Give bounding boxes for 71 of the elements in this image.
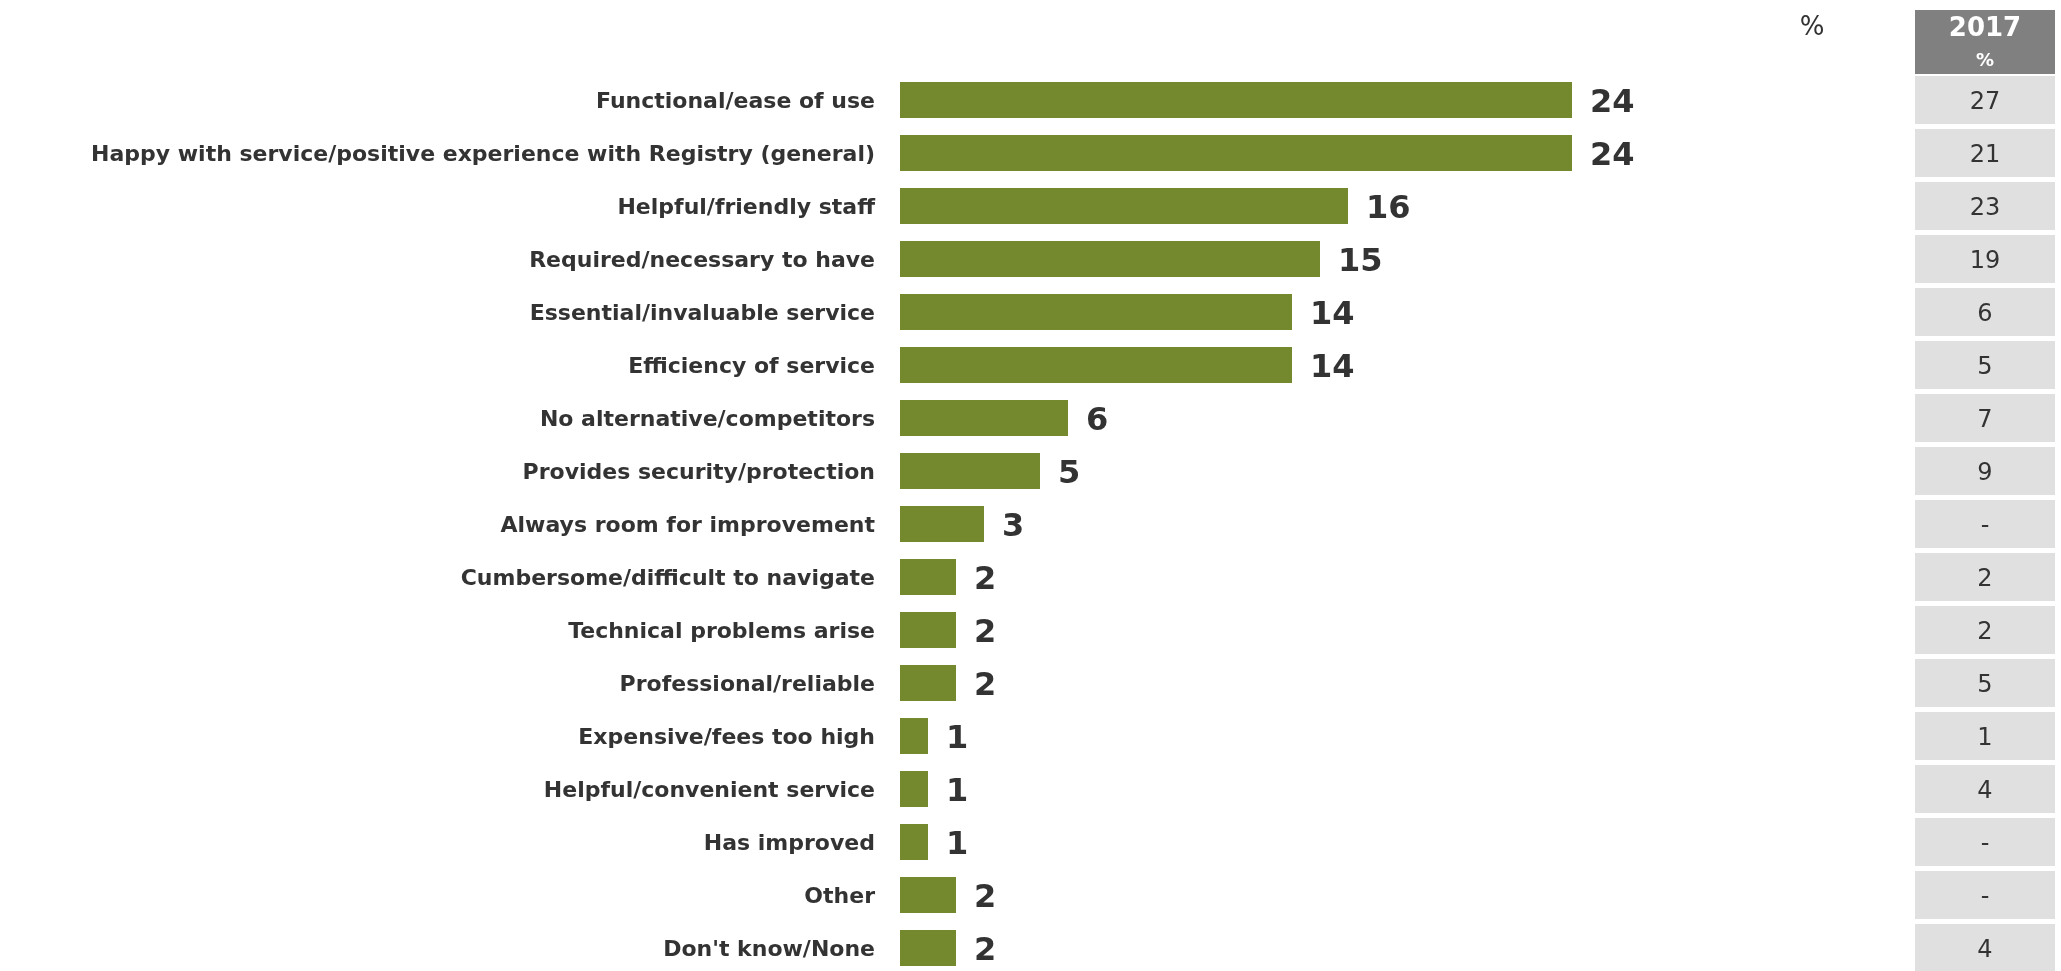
bar bbox=[900, 506, 984, 542]
data-label: 1 bbox=[946, 770, 969, 809]
y-tick-label: Required/necessary to have bbox=[529, 246, 875, 272]
y-tick-label: Has improved bbox=[703, 829, 875, 855]
data-label: 24 bbox=[1590, 134, 1635, 173]
data-label: 14 bbox=[1310, 293, 1355, 332]
y-tick-label: Technical problems arise bbox=[568, 617, 875, 643]
bar bbox=[900, 188, 1348, 224]
y-tick-label: Efficiency of service bbox=[628, 352, 875, 378]
y-tick-label: Expensive/fees too high bbox=[578, 723, 875, 749]
text: 6 bbox=[1977, 298, 1993, 327]
bar bbox=[900, 294, 1292, 330]
y-tick-label: Other bbox=[804, 882, 876, 908]
text: 21 bbox=[1969, 139, 2001, 168]
data-label: 24 bbox=[1590, 81, 1635, 120]
text: 1 bbox=[1977, 722, 1993, 751]
text: % bbox=[1799, 11, 1825, 42]
bar bbox=[900, 930, 956, 966]
y-tick-label: Happy with service/positive experience with Registry (general) bbox=[91, 140, 875, 166]
data-label: 2 bbox=[974, 611, 997, 650]
data-label: 2 bbox=[974, 929, 997, 968]
text: 2017 bbox=[1948, 12, 2022, 42]
text: 2 bbox=[1977, 616, 1993, 645]
bar bbox=[900, 877, 956, 913]
text: 2 bbox=[1977, 563, 1993, 592]
data-label: 14 bbox=[1310, 346, 1355, 385]
text: 7 bbox=[1977, 404, 1993, 433]
text: 23 bbox=[1969, 192, 2001, 221]
y-tick-label: Always room for improvement bbox=[500, 511, 876, 537]
text: 19 bbox=[1969, 245, 2001, 274]
data-label: 16 bbox=[1366, 187, 1411, 226]
bar bbox=[900, 718, 928, 754]
text: 9 bbox=[1977, 457, 1993, 486]
data-label: 2 bbox=[974, 876, 997, 915]
bar bbox=[900, 347, 1292, 383]
data-label: 2 bbox=[974, 664, 997, 703]
y-tick-label: Functional/ease of use bbox=[595, 87, 875, 113]
y-tick-label: Professional/reliable bbox=[619, 670, 875, 696]
data-label: 3 bbox=[1002, 505, 1025, 544]
bar bbox=[900, 665, 956, 701]
y-tick-label: No alternative/competitors bbox=[539, 405, 875, 431]
bar bbox=[900, 82, 1572, 118]
bar bbox=[900, 559, 956, 595]
y-tick-label: Essential/invaluable service bbox=[529, 299, 875, 325]
text: 4 bbox=[1977, 775, 1993, 804]
data-label: 2 bbox=[974, 558, 997, 597]
y-tick-label: Helpful/convenient service bbox=[543, 776, 875, 802]
text: - bbox=[1980, 828, 1990, 857]
y-tick-label: Don't know/None bbox=[663, 935, 875, 961]
data-label: 1 bbox=[946, 823, 969, 862]
text: 5 bbox=[1977, 669, 1993, 698]
bar bbox=[900, 771, 928, 807]
y-tick-label: Helpful/friendly staff bbox=[617, 193, 877, 219]
bar bbox=[900, 824, 928, 860]
y-tick-label: Provides security/protection bbox=[522, 458, 875, 484]
text: 5 bbox=[1977, 351, 1993, 380]
bar bbox=[900, 612, 956, 648]
data-label: 6 bbox=[1086, 399, 1109, 438]
y-tick-label: Cumbersome/difficult to navigate bbox=[460, 564, 875, 590]
data-label: 15 bbox=[1338, 240, 1383, 279]
text: 4 bbox=[1977, 934, 1993, 963]
text: - bbox=[1980, 881, 1990, 910]
bar bbox=[900, 135, 1572, 171]
text: 27 bbox=[1969, 86, 2001, 115]
text: % bbox=[1975, 49, 1995, 70]
bar bbox=[900, 400, 1068, 436]
text: - bbox=[1980, 510, 1990, 539]
bar bbox=[900, 453, 1040, 489]
data-label: 1 bbox=[946, 717, 969, 756]
data-label: 5 bbox=[1058, 452, 1081, 491]
bar bbox=[900, 241, 1320, 277]
